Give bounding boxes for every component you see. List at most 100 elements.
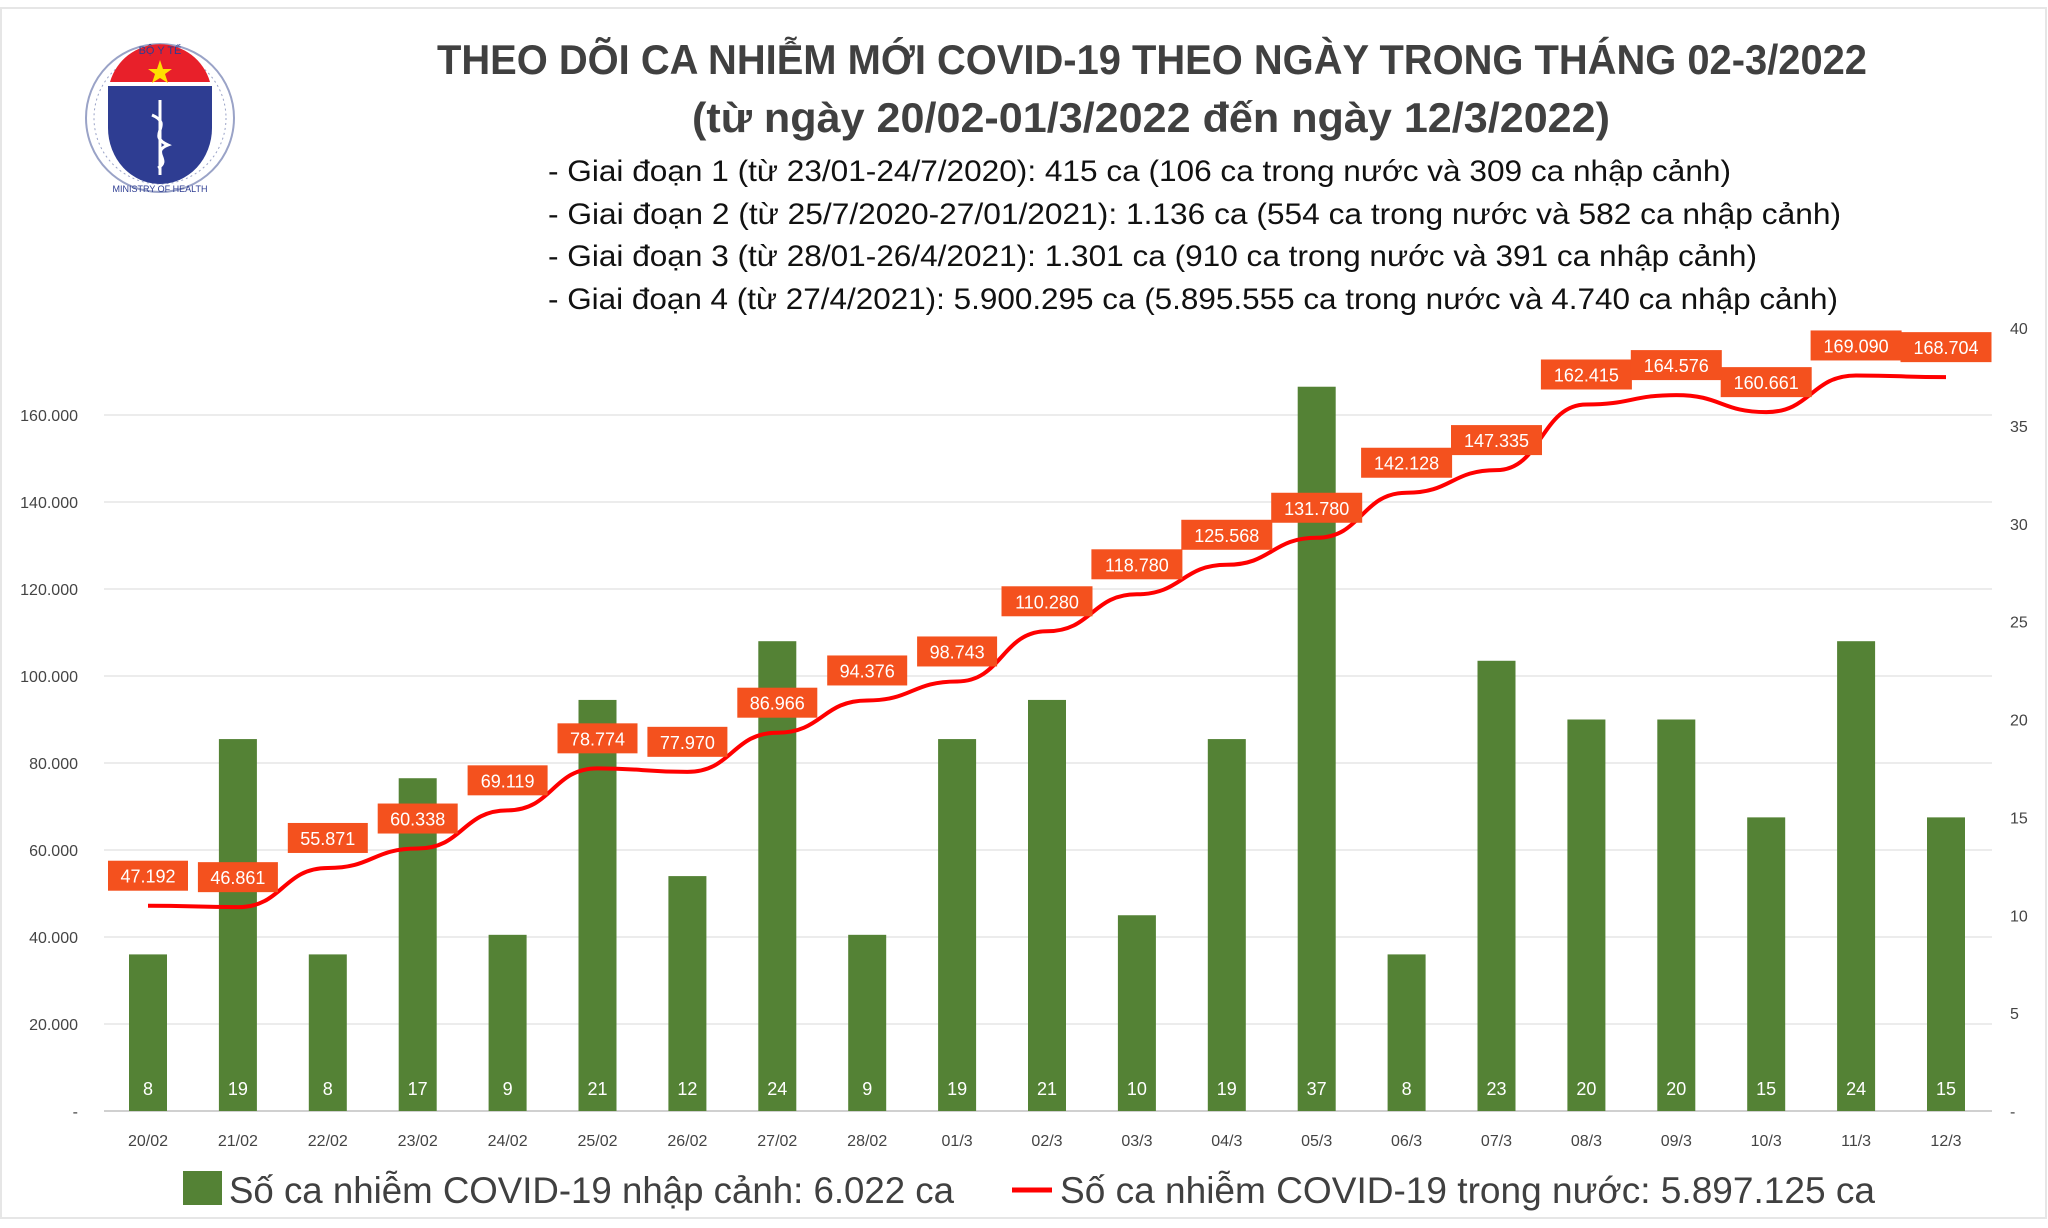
right-axis-tick: 35 (2010, 419, 2028, 436)
bar-data-label: 17 (408, 1079, 428, 1099)
bar (1117, 915, 1156, 1111)
line-data-label: 77.970 (660, 733, 715, 753)
line-data-label: 60.338 (390, 810, 445, 830)
bar (218, 739, 257, 1111)
right-axis-tick: - (2010, 1104, 2015, 1121)
line-data-label-bg (287, 822, 368, 853)
line-data-label: 47.192 (120, 867, 175, 887)
line-data-label: 98.743 (930, 642, 985, 662)
chart-subtitle: (từ ngày 20/02-01/3/2022 đến ngày 12/3/2… (692, 94, 1610, 141)
ministry-of-health-logo: BỘ Y TẾ MINISTRY OF HEALTH (85, 43, 235, 194)
line-data-label-bg (1900, 332, 1992, 363)
line-data-label-bg (197, 862, 278, 893)
line-data-label: 118.780 (1105, 555, 1169, 575)
note-phase-3: - Giai đoạn 3 (từ 28/01-26/4/2021): 1.30… (548, 240, 1757, 273)
line-data-label: 160.661 (1734, 373, 1799, 393)
line-data-label-bg (1540, 359, 1632, 390)
left-axis-tick: 100.000 (20, 669, 78, 686)
line-data-label: 164.576 (1644, 356, 1709, 376)
bar-data-label: 12 (677, 1079, 697, 1099)
line-data-label-bg (108, 860, 188, 891)
bar-data-label: 8 (1402, 1079, 1412, 1099)
bar-data-label: 24 (1846, 1079, 1866, 1099)
bar-data-label: 9 (503, 1079, 513, 1099)
line-data-label: 131.780 (1284, 499, 1349, 519)
line-data-label-bg (1271, 492, 1363, 523)
bar (129, 954, 167, 1111)
line-data-label-bg (1720, 367, 1812, 398)
x-axis-tick: 09/3 (1661, 1133, 1692, 1150)
legend: Số ca nhiễm COVID-19 nhập cảnh: 6.022 ca… (183, 1170, 1875, 1211)
bar (1927, 817, 1965, 1111)
bar-data-label: 21 (587, 1079, 607, 1099)
bar (668, 876, 707, 1111)
bar (308, 954, 347, 1111)
bar (938, 739, 977, 1111)
bar-data-label: 19 (1217, 1079, 1237, 1099)
x-axis-tick: 01/3 (942, 1133, 973, 1150)
line-data-label-bg (1091, 549, 1183, 580)
left-axis-tick: - (73, 1104, 78, 1121)
x-axis-tick: 20/02 (128, 1133, 168, 1150)
x-axis-tick: 26/02 (667, 1133, 707, 1150)
line-data-label-bg (377, 803, 458, 834)
line-data-label: 86.966 (750, 694, 805, 714)
left-axis-tick: 160.000 (20, 408, 78, 425)
x-axis-tick: 08/3 (1571, 1133, 1602, 1150)
bar-data-label: 20 (1576, 1079, 1596, 1099)
x-axis-tick: 06/3 (1391, 1133, 1422, 1150)
note-phase-1: - Giai đoạn 1 (từ 23/01-24/7/2020): 415 … (548, 155, 1731, 188)
star-icon (148, 60, 172, 83)
bar (1028, 699, 1066, 1111)
line-data-label: 94.376 (840, 661, 895, 681)
line-data-label: 69.119 (481, 771, 535, 791)
legend-line-label: Số ca nhiễm COVID-19 trong nước: 5.897.1… (1060, 1170, 1875, 1211)
bar-data-label: 19 (228, 1079, 248, 1099)
bar-data-label: 10 (1127, 1079, 1147, 1099)
left-axis-tick: 120.000 (20, 582, 78, 599)
x-axis-tick: 03/3 (1121, 1133, 1152, 1150)
line-data-label: 55.871 (300, 829, 355, 849)
right-axis-tick: 5 (2010, 1006, 2019, 1023)
line-data-label-bg (1451, 425, 1542, 456)
line-data-label-bg (467, 765, 548, 796)
bar-data-label: 24 (767, 1079, 787, 1099)
line-data-label-bg (1181, 519, 1273, 550)
line-data-label-bg (1810, 330, 1902, 361)
line-data-label-bg (1630, 350, 1722, 381)
x-axis-tick: 11/3 (1841, 1133, 1871, 1150)
x-axis-tick: 28/02 (847, 1133, 887, 1150)
line-data-label-bg (917, 636, 998, 667)
left-axis-tick: 60.000 (29, 843, 78, 860)
left-axis-tick: 140.000 (20, 495, 78, 512)
line-data-label-bg (557, 723, 638, 754)
x-axis-tick: 12/3 (1930, 1133, 1961, 1150)
chart-title: THEO DÕI CA NHIỄM MỚI COVID-19 THEO NGÀY… (437, 35, 1867, 83)
bar-data-label: 37 (1307, 1079, 1327, 1099)
bar (1747, 817, 1786, 1111)
right-axis-tick: 10 (2010, 908, 2028, 925)
bar-data-label: 20 (1666, 1079, 1686, 1099)
bar (1387, 954, 1426, 1111)
left-axis-tick: 40.000 (29, 930, 78, 947)
bar-data-label: 8 (143, 1079, 153, 1099)
right-axis-tick: 20 (2010, 713, 2028, 730)
x-axis-tick: 24/02 (488, 1133, 528, 1150)
line-data-label: 147.335 (1464, 431, 1529, 451)
line-data-label: 125.568 (1194, 526, 1259, 546)
legend-bar-label: Số ca nhiễm COVID-19 nhập cảnh: 6.022 ca (229, 1170, 954, 1211)
x-axis-tick: 10/3 (1751, 1133, 1782, 1150)
bar-data-label: 15 (1756, 1079, 1776, 1099)
bar (758, 641, 797, 1111)
x-axis-tick: 23/02 (398, 1133, 438, 1150)
line-data-label: 162.415 (1554, 365, 1619, 385)
bar-data-label: 23 (1486, 1079, 1506, 1099)
bar-data-label: 15 (1936, 1079, 1956, 1099)
line-data-label-bg (827, 655, 908, 686)
bar (1207, 739, 1246, 1111)
right-axis-tick: 25 (2010, 615, 2028, 632)
line-data-label: 110.280 (1015, 592, 1079, 612)
svg-text:BỘ Y TẾ: BỘ Y TẾ (139, 44, 182, 57)
bar-data-label: 8 (323, 1079, 333, 1099)
